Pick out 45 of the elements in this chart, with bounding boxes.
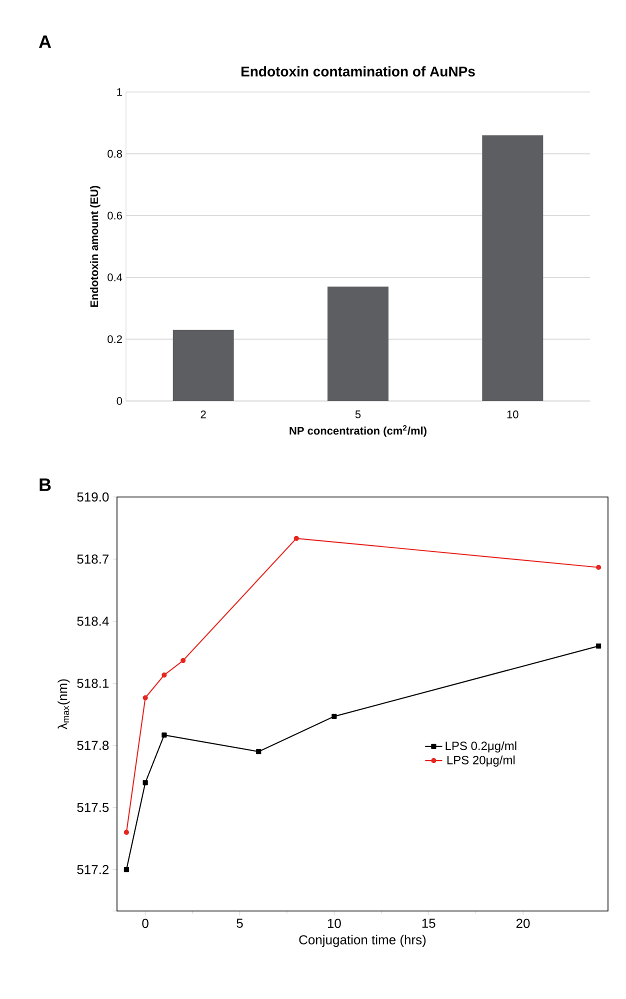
x-axis-title: NP concentration (cm$^{2}$/ml): [290, 425, 426, 437]
point: [162, 672, 167, 678]
y-tick-label: 517.2: [77, 864, 109, 874]
point: [294, 536, 299, 541]
y-tick-label: 518.4: [77, 616, 109, 626]
legend-label: LPS 20μg/ml: [447, 756, 515, 767]
point: [124, 867, 129, 872]
point: [596, 564, 602, 570]
legend-label: LPS 0.2μg/ml: [446, 741, 516, 753]
y-axis-title: λ$_{max}$(nm): [58, 679, 70, 730]
y-tick-label: 517.8: [77, 740, 109, 750]
y-tick-label: 0.8: [108, 150, 122, 158]
x-tick-label: 0: [142, 918, 148, 928]
point: [124, 830, 129, 835]
y-tick-label: 519.0: [77, 492, 109, 502]
x-tick-label: 5: [236, 918, 243, 928]
point: [162, 732, 167, 738]
x-axis-title: Conjugation time (hrs): [299, 934, 426, 947]
point: [596, 643, 602, 649]
x-tick-label: 2: [200, 410, 206, 418]
x-tick-label: 10: [328, 918, 341, 928]
x-tick-label: 20: [516, 918, 530, 928]
text: B: [40, 478, 51, 491]
y-tick-label: 518.7: [77, 554, 109, 564]
point: [142, 780, 148, 786]
x-tick-label: 10: [507, 410, 518, 418]
y-tick-label: 0: [116, 397, 122, 405]
bar: [327, 286, 388, 401]
point: [142, 695, 148, 700]
bar: [172, 330, 234, 401]
x-tick-label: 5: [355, 410, 361, 418]
y-tick-label: 0.2: [108, 335, 122, 344]
bar: [482, 135, 544, 401]
point: [180, 658, 186, 664]
chart-title: Endotoxin contamination of AuNPs: [241, 66, 475, 76]
point: [256, 749, 262, 754]
y-axis-title: Endotoxin amount (EU): [90, 186, 100, 307]
point: [332, 714, 337, 719]
y-tick-label: 0.6: [108, 212, 122, 220]
y-tick-label: 0.4: [108, 274, 122, 282]
text: A: [38, 36, 52, 48]
y-tick-label: 518.1: [77, 678, 109, 688]
x-tick-label: 15: [422, 918, 436, 928]
y-tick-label: 1: [117, 88, 122, 96]
y-tick-label: 517.5: [77, 802, 109, 812]
